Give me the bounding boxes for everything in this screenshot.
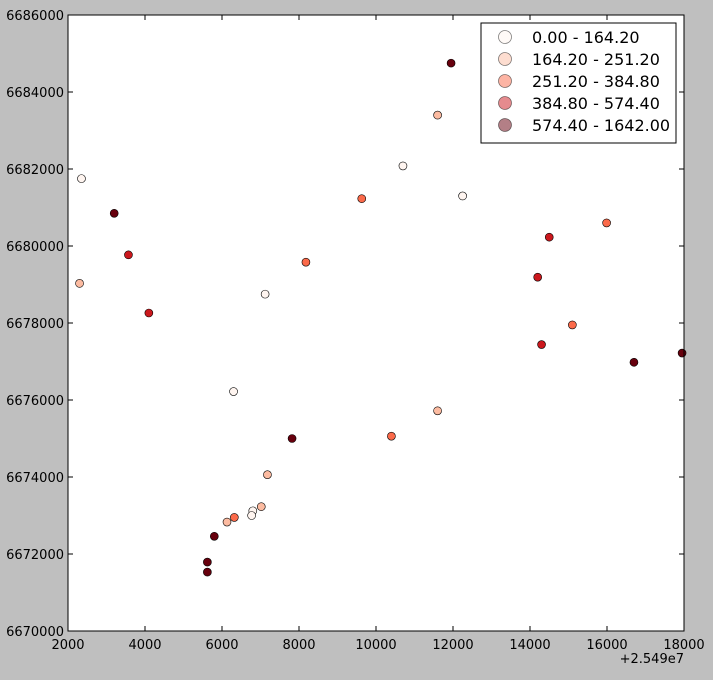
data-point xyxy=(203,567,212,577)
legend-label: 251.20 - 384.80 xyxy=(532,72,660,91)
data-point xyxy=(357,194,367,203)
data-point xyxy=(229,387,238,396)
data-point xyxy=(75,279,84,288)
legend-label: 0.00 - 164.20 xyxy=(532,28,640,47)
data-point xyxy=(260,289,270,299)
data-point xyxy=(210,531,219,541)
data-point xyxy=(629,357,639,367)
data-point xyxy=(247,511,256,520)
x-tick-label: 18000 xyxy=(663,638,704,653)
legend-label: 164.20 - 251.20 xyxy=(532,50,660,69)
x-tick-label: 4000 xyxy=(128,638,161,653)
data-point xyxy=(263,470,272,479)
x-tick-label: 16000 xyxy=(586,638,627,653)
plot-frame xyxy=(67,14,685,632)
x-tick-label: 2000 xyxy=(51,638,84,653)
data-point xyxy=(544,232,554,242)
data-point xyxy=(124,250,133,260)
legend-marker xyxy=(498,118,512,132)
x-tick-label: 6000 xyxy=(205,638,238,653)
legend-marker xyxy=(498,74,512,88)
data-point xyxy=(433,110,442,120)
x-tick-label: 14000 xyxy=(509,638,550,653)
y-tick-label: 6676000 xyxy=(6,394,64,409)
data-point xyxy=(568,320,577,330)
x-tick-label: 12000 xyxy=(432,638,473,653)
x-tick-label: 8000 xyxy=(282,638,315,653)
x-tick-labels: 2000 4000 6000 8000 10000 12000 14000 16000 1800… xyxy=(51,638,704,653)
data-point xyxy=(602,218,611,228)
y-tick-labels: 6670000 6672000 6674000 6676000 6678000 66800… xyxy=(6,9,64,640)
data-point xyxy=(203,557,212,567)
y-tick-label: 6678000 xyxy=(6,317,64,332)
legend-label: 384.80 - 574.40 xyxy=(532,94,660,113)
y-tick-label: 6672000 xyxy=(6,548,64,563)
data-point xyxy=(433,406,442,416)
data-point xyxy=(287,434,297,443)
data-point xyxy=(301,257,311,267)
legend-box xyxy=(480,22,677,144)
data-point xyxy=(77,174,86,183)
data-point xyxy=(256,502,266,511)
data-point xyxy=(230,513,239,522)
data-points xyxy=(75,58,687,577)
data-point xyxy=(222,517,232,527)
data-point xyxy=(446,58,456,68)
legend-label: 574.40 - 1642.00 xyxy=(532,116,670,135)
legend-marker xyxy=(498,96,512,110)
y-tick-label: 6670000 xyxy=(6,625,64,640)
x-offset-label: +2.549e7 xyxy=(620,652,684,667)
legend-marker xyxy=(498,52,512,66)
x-tick-label: 10000 xyxy=(355,638,396,653)
data-point xyxy=(458,191,467,201)
data-point xyxy=(537,340,546,349)
data-point xyxy=(387,431,396,441)
y-tick-label: 6686000 xyxy=(6,9,64,24)
y-tick-label: 6674000 xyxy=(6,471,64,486)
legend: 0.00 - 164.20 164.20 - 251.20 251.20 - 384… xyxy=(480,22,677,144)
y-tick-label: 6684000 xyxy=(6,86,64,101)
data-point xyxy=(533,272,543,282)
legend-marker xyxy=(498,30,512,44)
y-tick-label: 6682000 xyxy=(6,163,64,178)
data-point xyxy=(109,208,119,218)
data-point xyxy=(677,348,687,358)
y-tick-label: 6680000 xyxy=(6,240,64,255)
data-point xyxy=(144,308,154,318)
data-point xyxy=(398,161,408,171)
